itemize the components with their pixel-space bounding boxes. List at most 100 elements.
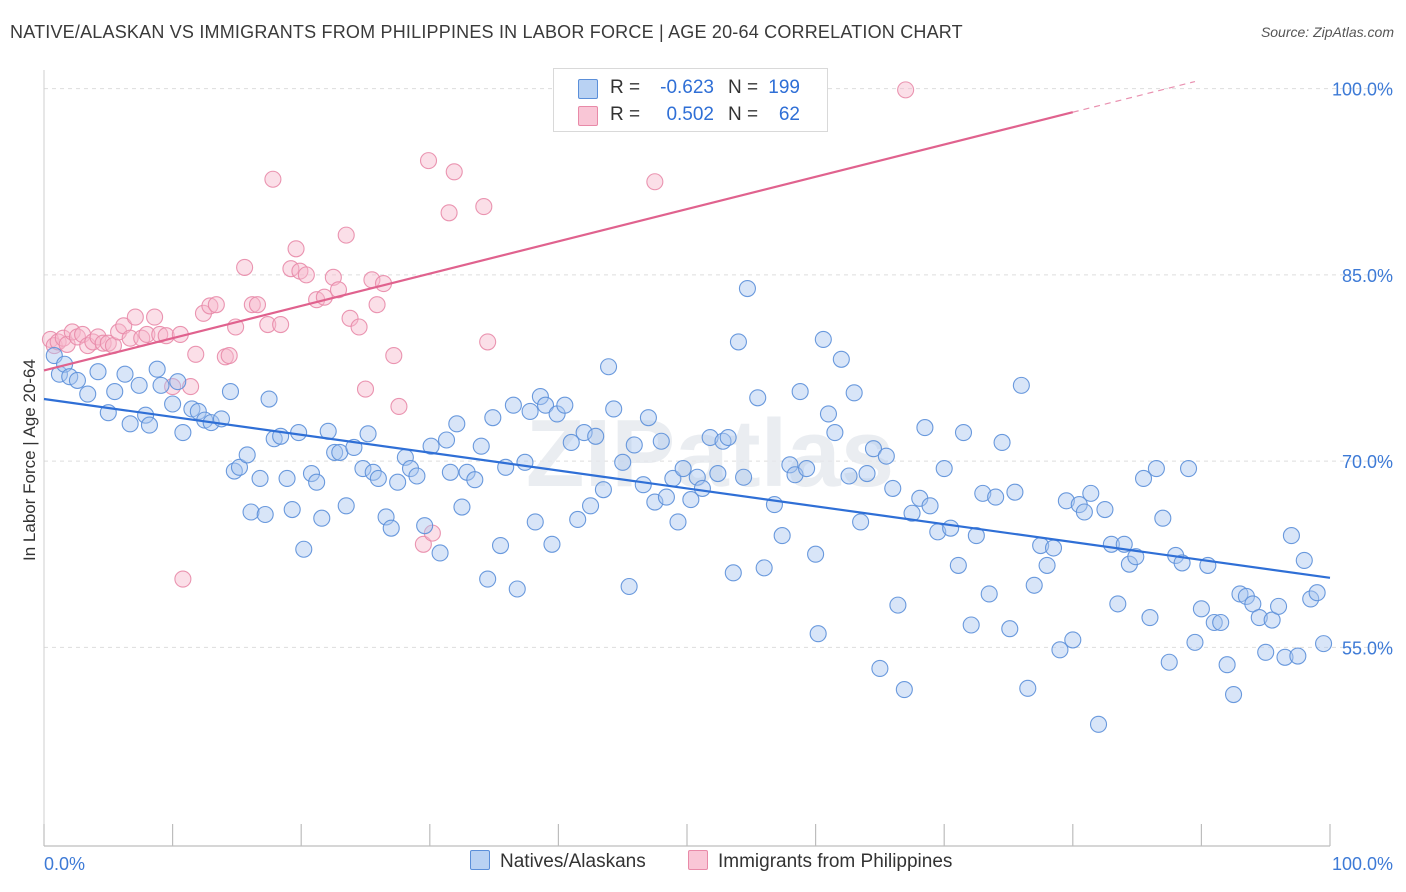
- point-natives: [148, 360, 166, 378]
- point-natives: [441, 463, 459, 481]
- point-natives: [382, 519, 400, 537]
- point-natives: [749, 389, 767, 407]
- point-natives: [521, 402, 539, 420]
- point-philippines: [385, 347, 403, 365]
- point-natives: [152, 376, 170, 394]
- point-natives: [1089, 715, 1108, 733]
- point-natives: [809, 625, 827, 643]
- point-natives: [562, 433, 580, 452]
- point-natives: [1082, 484, 1100, 502]
- point-natives: [1064, 631, 1082, 649]
- point-natives: [798, 460, 816, 478]
- point-natives: [1250, 608, 1268, 627]
- legend-n-label: N =: [728, 77, 759, 98]
- point-natives: [895, 681, 913, 699]
- point-natives: [359, 425, 377, 443]
- point-natives: [169, 373, 187, 391]
- point-philippines: [341, 309, 359, 327]
- point-natives: [719, 428, 737, 447]
- point-natives: [369, 469, 387, 488]
- point-natives: [221, 383, 240, 401]
- point-natives: [516, 453, 534, 471]
- point-natives: [1225, 685, 1243, 704]
- point-natives: [1212, 613, 1230, 632]
- point-philippines: [207, 296, 225, 314]
- point-natives: [871, 659, 889, 678]
- legend-swatch-pink: [578, 106, 598, 126]
- point-natives: [674, 460, 692, 478]
- point-natives: [278, 469, 296, 488]
- point-natives: [884, 479, 902, 497]
- point-natives: [313, 509, 331, 527]
- point-natives: [791, 383, 809, 401]
- point-natives: [709, 464, 727, 483]
- point-natives: [106, 383, 124, 401]
- point-philippines: [646, 173, 664, 191]
- tick-labels: 55.0% 70.0% 85.0% 100.0% 0.0% 100.0%: [44, 80, 1393, 874]
- point-natives: [701, 428, 719, 447]
- point-natives: [581, 497, 600, 515]
- point-philippines: [414, 535, 432, 553]
- point-philippines: [297, 266, 315, 284]
- point-natives: [389, 473, 407, 491]
- point-natives: [466, 471, 484, 489]
- y-tick-label: 100.0%: [1332, 80, 1393, 100]
- point-natives: [283, 500, 301, 519]
- point-natives: [140, 416, 159, 434]
- series-natives-points: [45, 279, 1333, 733]
- y-axis-label: In Labor Force | Age 20-64: [20, 359, 39, 561]
- point-natives: [625, 436, 643, 454]
- point-philippines: [356, 380, 375, 398]
- point-natives: [1289, 647, 1307, 665]
- point-natives: [845, 384, 863, 402]
- point-natives: [682, 491, 700, 509]
- point-natives: [508, 580, 526, 598]
- point-natives: [504, 396, 522, 414]
- trend-line-natives: [43, 397, 1331, 579]
- point-natives: [605, 400, 623, 418]
- point-philippines: [138, 325, 156, 344]
- point-philippines: [248, 296, 267, 314]
- point-natives: [1308, 584, 1326, 602]
- point-natives: [453, 498, 471, 516]
- point-natives: [116, 365, 134, 383]
- x-tick-label: 0.0%: [44, 854, 85, 874]
- point-philippines: [337, 226, 355, 244]
- legend-row-natives: R = -0.623 N = 199: [554, 74, 827, 102]
- point-natives: [308, 473, 326, 491]
- point-philippines: [63, 323, 81, 341]
- point-philippines: [350, 318, 368, 336]
- point-natives: [781, 456, 799, 474]
- point-natives: [68, 371, 86, 389]
- point-natives: [669, 513, 687, 531]
- point-natives: [448, 415, 466, 433]
- point-natives: [337, 497, 355, 515]
- point-natives: [1141, 608, 1159, 627]
- point-natives: [639, 409, 657, 427]
- point-natives: [1315, 635, 1333, 653]
- point-natives: [121, 415, 139, 433]
- y-tick-label: 70.0%: [1342, 452, 1393, 472]
- bottom-legend-natives: Natives/Alaskans: [470, 850, 646, 873]
- point-natives: [903, 504, 921, 522]
- y-tick-label: 85.0%: [1342, 266, 1393, 286]
- legend-n-value: 62: [778, 104, 800, 125]
- point-philippines: [315, 288, 333, 306]
- point-natives: [260, 390, 278, 408]
- point-natives: [302, 464, 321, 483]
- bottom-legend-swatch-blue: [470, 850, 490, 870]
- point-natives: [543, 535, 561, 553]
- point-philippines: [121, 329, 139, 347]
- point-philippines: [329, 281, 348, 299]
- point-natives: [230, 458, 249, 476]
- point-natives: [1109, 595, 1127, 613]
- point-natives: [1218, 656, 1236, 674]
- point-natives: [1075, 503, 1093, 521]
- point-natives: [954, 423, 973, 442]
- bottom-legend-label: Natives/Alaskans: [500, 851, 646, 872]
- point-natives: [174, 423, 192, 442]
- point-natives: [724, 564, 742, 582]
- point-natives: [657, 488, 675, 506]
- point-natives: [1302, 590, 1320, 608]
